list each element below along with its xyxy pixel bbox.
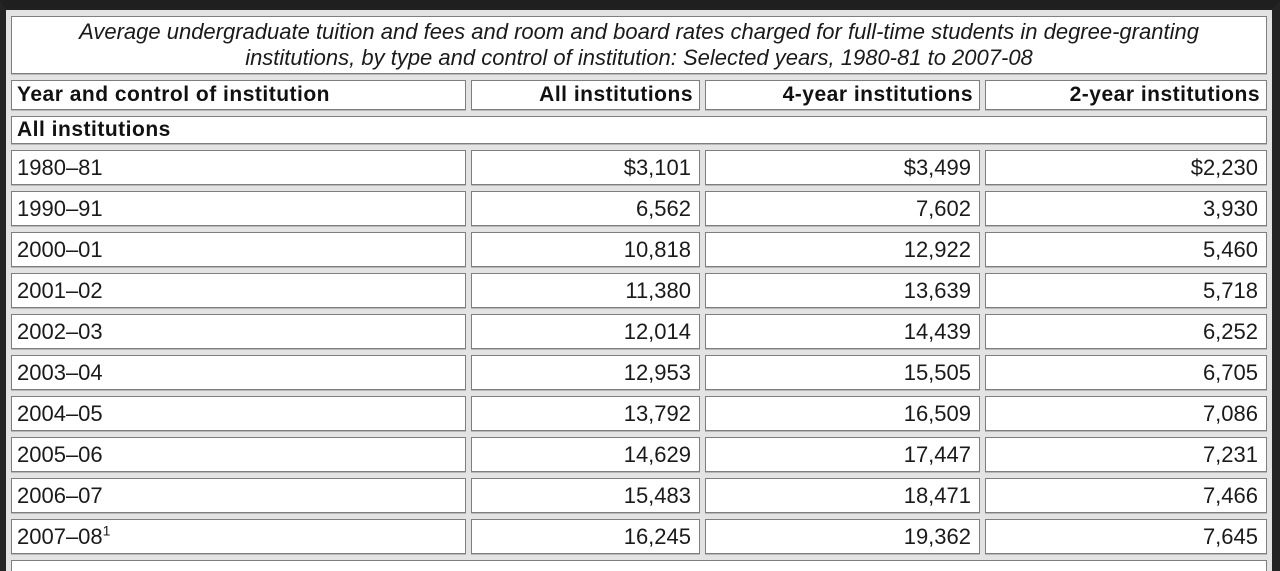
two-year-institutions-value: 6,705 — [985, 355, 1267, 390]
column-header-2-year-institutions: 2-year institutions — [985, 80, 1267, 110]
year-cell: 1980–81 — [11, 150, 466, 185]
table-row: 1990–91 6,562 7,602 3,930 — [11, 191, 1267, 226]
all-institutions-value: 15,483 — [471, 478, 700, 513]
year-cell: 2006–07 — [11, 478, 466, 513]
column-header-year-and-control: Year and control of institution — [11, 80, 466, 110]
column-header-4-year-institutions: 4-year institutions — [705, 80, 980, 110]
four-year-institutions-value: 19,362 — [705, 519, 980, 554]
table-row: 2000–01 10,818 12,922 5,460 — [11, 232, 1267, 267]
four-year-institutions-value: 14,439 — [705, 314, 980, 349]
table-body: 1980–81 $3,101 $3,499 $2,230 1990–91 6,5… — [11, 150, 1267, 554]
four-year-institutions-value: 18,471 — [705, 478, 980, 513]
table-title: Average undergraduate tuition and fees a… — [11, 16, 1267, 74]
year-cell: 1990–91 — [11, 191, 466, 226]
two-year-institutions-value: 5,460 — [985, 232, 1267, 267]
year-cell: 2005–06 — [11, 437, 466, 472]
year-cell: 2004–05 — [11, 396, 466, 431]
all-institutions-value: 13,792 — [471, 396, 700, 431]
title-row: Average undergraduate tuition and fees a… — [11, 16, 1267, 74]
four-year-institutions-value: 15,505 — [705, 355, 980, 390]
partial-next-row-cell — [11, 560, 1267, 571]
year-label: 2001–02 — [17, 277, 103, 303]
section-header-all-institutions: All institutions — [11, 116, 1267, 144]
footnote-marker: 1 — [102, 522, 111, 539]
year-label: 1990–91 — [17, 195, 103, 221]
column-header-all-institutions: All institutions — [471, 80, 700, 110]
year-cell: 2007–081 — [11, 519, 466, 554]
all-institutions-value: 12,953 — [471, 355, 700, 390]
year-label: 2006–07 — [17, 482, 103, 508]
all-institutions-value: 14,629 — [471, 437, 700, 472]
two-year-institutions-value: 7,645 — [985, 519, 1267, 554]
year-label: 1980–81 — [17, 154, 103, 180]
table-row: 2007–081 16,245 19,362 7,645 — [11, 519, 1267, 554]
year-label: 2004–05 — [17, 400, 103, 426]
table-row: 2004–05 13,792 16,509 7,086 — [11, 396, 1267, 431]
two-year-institutions-value: 7,231 — [985, 437, 1267, 472]
year-label: 2002–03 — [17, 318, 103, 344]
four-year-institutions-value: 13,639 — [705, 273, 980, 308]
year-cell: 2001–02 — [11, 273, 466, 308]
all-institutions-value: 10,818 — [471, 232, 700, 267]
two-year-institutions-value: $2,230 — [985, 150, 1267, 185]
year-cell: 2003–04 — [11, 355, 466, 390]
year-label: 2003–04 — [17, 359, 103, 385]
table-row: 2005–06 14,629 17,447 7,231 — [11, 437, 1267, 472]
partial-next-row — [11, 560, 1267, 571]
all-institutions-value: 11,380 — [471, 273, 700, 308]
four-year-institutions-value: 17,447 — [705, 437, 980, 472]
table-row: 2003–04 12,953 15,505 6,705 — [11, 355, 1267, 390]
year-cell: 2000–01 — [11, 232, 466, 267]
section-header-row: All institutions — [11, 116, 1267, 144]
year-label: 2005–06 — [17, 441, 103, 467]
all-institutions-value: 6,562 — [471, 191, 700, 226]
year-label: 2000–01 — [17, 236, 103, 262]
four-year-institutions-value: $3,499 — [705, 150, 980, 185]
four-year-institutions-value: 7,602 — [705, 191, 980, 226]
table-row: 1980–81 $3,101 $3,499 $2,230 — [11, 150, 1267, 185]
year-label: 2007–08 — [17, 523, 103, 549]
all-institutions-value: $3,101 — [471, 150, 700, 185]
table-row: 2002–03 12,014 14,439 6,252 — [11, 314, 1267, 349]
all-institutions-value: 12,014 — [471, 314, 700, 349]
two-year-institutions-value: 7,466 — [985, 478, 1267, 513]
table-row: 2006–07 15,483 18,471 7,466 — [11, 478, 1267, 513]
two-year-institutions-value: 3,930 — [985, 191, 1267, 226]
tuition-data-table: Average undergraduate tuition and fees a… — [6, 10, 1272, 571]
four-year-institutions-value: 12,922 — [705, 232, 980, 267]
column-header-row: Year and control of institution All inst… — [11, 80, 1267, 110]
table-row: 2001–02 11,380 13,639 5,718 — [11, 273, 1267, 308]
all-institutions-value: 16,245 — [471, 519, 700, 554]
year-cell: 2002–03 — [11, 314, 466, 349]
two-year-institutions-value: 7,086 — [985, 396, 1267, 431]
two-year-institutions-value: 6,252 — [985, 314, 1267, 349]
two-year-institutions-value: 5,718 — [985, 273, 1267, 308]
four-year-institutions-value: 16,509 — [705, 396, 980, 431]
